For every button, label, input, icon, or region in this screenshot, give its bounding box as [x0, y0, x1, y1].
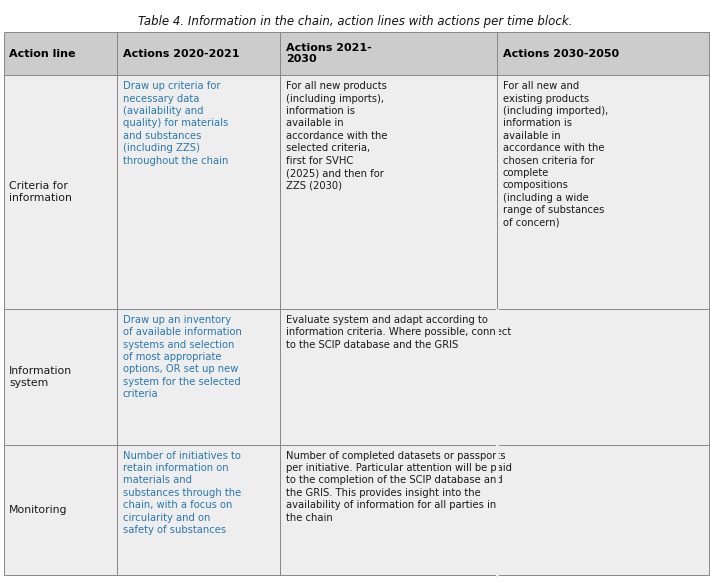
Bar — [117, 445, 280, 575]
Bar — [497, 32, 709, 76]
Bar — [280, 445, 497, 575]
Bar — [497, 309, 709, 445]
Text: Monitoring: Monitoring — [9, 505, 67, 515]
Bar — [117, 32, 280, 76]
Bar — [4, 309, 117, 445]
Text: For all new products
(including imports),
information is
available in
accordance: For all new products (including imports)… — [286, 81, 388, 191]
Bar — [497, 76, 709, 309]
Text: Information
system: Information system — [9, 365, 72, 388]
Text: For all new and
existing products
(including imported),
information is
available: For all new and existing products (inclu… — [503, 81, 608, 228]
Bar — [280, 76, 497, 309]
Text: Action line: Action line — [9, 49, 76, 59]
Bar — [497, 445, 709, 575]
Text: Number of initiatives to
retain information on
materials and
substances through : Number of initiatives to retain informat… — [123, 451, 241, 535]
Bar — [4, 76, 117, 309]
Text: Criteria for
information: Criteria for information — [9, 181, 72, 203]
Text: Actions 2021-
2030: Actions 2021- 2030 — [286, 43, 372, 64]
Bar — [4, 445, 117, 575]
Text: Draw up criteria for
necessary data
(availability and
quality) for materials
and: Draw up criteria for necessary data (ava… — [123, 81, 228, 166]
Bar — [4, 32, 117, 76]
Bar — [280, 32, 497, 76]
Text: Actions 2030-2050: Actions 2030-2050 — [503, 49, 619, 59]
Text: Table 4. Information in the chain, action lines with actions per time block.: Table 4. Information in the chain, actio… — [138, 15, 572, 27]
Bar — [117, 309, 280, 445]
Bar — [117, 76, 280, 309]
Text: Evaluate system and adapt according to
information criteria. Where possible, con: Evaluate system and adapt according to i… — [286, 315, 511, 350]
Text: Number of completed datasets or passports
per initiative. Particular attention w: Number of completed datasets or passport… — [286, 451, 512, 523]
Text: Draw up an inventory
of available information
systems and selection
of most appr: Draw up an inventory of available inform… — [123, 315, 241, 399]
Bar — [280, 309, 497, 445]
Text: Actions 2020-2021: Actions 2020-2021 — [123, 49, 239, 59]
